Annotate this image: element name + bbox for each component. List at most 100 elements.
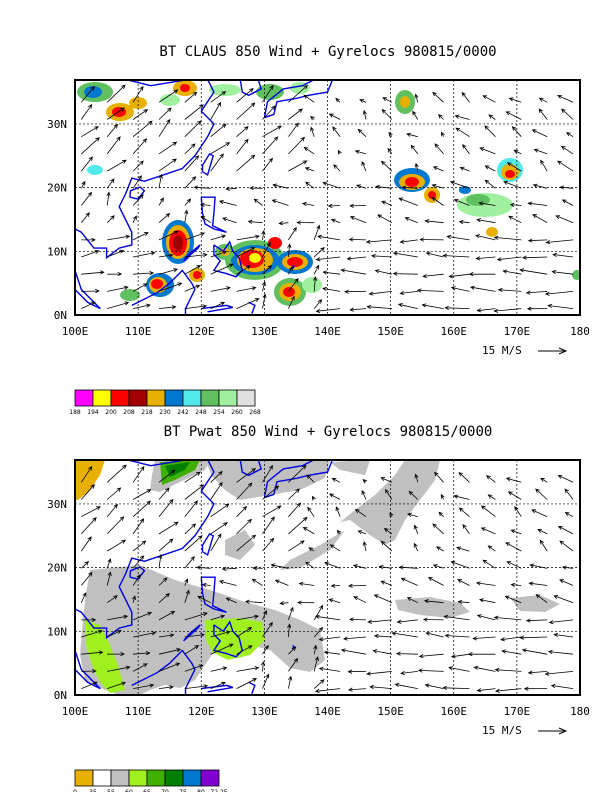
wind-arrow <box>540 159 548 172</box>
wind-arrow <box>236 645 253 655</box>
wind-arrow <box>391 631 418 638</box>
wind-arrow <box>472 636 496 641</box>
wind-arrow <box>521 648 548 655</box>
wind-arrow <box>304 167 315 172</box>
wind-arrow <box>566 132 574 138</box>
wind-arrow <box>557 475 574 483</box>
wind-arrow <box>306 474 315 483</box>
wind-arrow <box>236 265 251 275</box>
wind-arrow <box>384 488 393 500</box>
wind-arrow <box>561 199 574 206</box>
wind-arrow <box>158 230 179 241</box>
wind-arrow <box>132 663 148 672</box>
wind-arrow <box>353 596 367 604</box>
wind-arrow <box>184 633 206 638</box>
colorbar-swatch <box>92 389 112 407</box>
coastline <box>212 240 244 278</box>
colorbar-swatch <box>218 389 238 407</box>
wind-arrow <box>330 583 341 588</box>
wind-arrow <box>535 594 548 604</box>
wind-arrow <box>251 578 263 586</box>
wind-arrow <box>106 178 115 189</box>
wind-arrow <box>81 650 104 655</box>
lon-tick-label: 140E <box>314 325 341 338</box>
wind-arrow <box>413 524 419 535</box>
wind-arrow <box>158 592 170 603</box>
wind-arrow <box>564 512 574 518</box>
wind-arrow <box>392 251 418 258</box>
wind-arrow <box>184 252 208 258</box>
wind-arrow <box>467 652 496 657</box>
wind-arrow <box>80 536 92 552</box>
wind-arrow <box>287 623 292 638</box>
wind-arrow <box>349 216 367 224</box>
wind-arrow <box>476 614 496 621</box>
wind-arrow <box>132 85 144 103</box>
wind-arrow <box>303 146 315 155</box>
wind-arrow <box>475 234 496 241</box>
wind-arrow <box>158 282 183 292</box>
wind-arrow <box>288 122 299 137</box>
map-frame <box>74 459 581 696</box>
colorbar-label: 72.25 <box>210 789 227 792</box>
wind-arrow <box>394 682 418 689</box>
lat-tick-label: 0N <box>54 309 67 322</box>
coastline <box>201 152 215 176</box>
wind-arrow <box>348 237 367 242</box>
wind-arrow <box>315 308 341 314</box>
wind-arrow <box>218 200 237 206</box>
wind-arrow <box>184 612 208 621</box>
wind-arrow <box>313 644 318 655</box>
coastline <box>291 264 295 270</box>
wind-arrow <box>107 651 126 657</box>
wind-arrow <box>200 215 211 224</box>
wind-arrow <box>362 109 367 120</box>
wind-arrow <box>132 283 148 292</box>
wind-arrow <box>309 115 315 121</box>
wind-arrow <box>80 592 87 603</box>
wind-arrow <box>133 251 156 258</box>
wind-arrow <box>340 648 367 655</box>
coastline <box>75 460 215 640</box>
wind-arrow <box>236 468 257 483</box>
wind-arrow <box>333 164 341 172</box>
wind-arrow <box>80 465 93 483</box>
colorbar-swatch <box>164 389 184 407</box>
wind-arrow <box>473 665 496 672</box>
colorbar-swatch <box>146 389 166 407</box>
wind-arrow <box>184 265 202 275</box>
wind-arrow <box>301 201 315 207</box>
wind-arrow <box>262 105 276 120</box>
wind-arrow <box>501 649 522 655</box>
coastline <box>248 681 256 694</box>
wind-arrow <box>329 544 341 552</box>
wind-arrow <box>412 110 419 120</box>
wind-arrow <box>458 471 470 483</box>
wind-arrow <box>158 538 174 552</box>
wind-arrow <box>132 555 145 569</box>
wind-arrow <box>373 633 392 639</box>
wind-arrow <box>210 142 231 155</box>
wind-arrow <box>80 103 93 120</box>
wind-arrow <box>514 506 522 517</box>
wind-arrow <box>544 671 574 676</box>
wind-arrow <box>210 301 226 309</box>
wind-arrow <box>236 534 257 552</box>
wind-arrow <box>106 191 111 206</box>
wind-arrow <box>506 561 522 569</box>
colorbar-label: 268 <box>249 409 261 416</box>
wind-arrow <box>107 681 127 689</box>
colorbar: 0 35 55 60 65 70 75 80 72.25 <box>73 769 228 792</box>
wind-arrow <box>432 564 444 569</box>
coastline <box>201 532 215 556</box>
wind-arrow <box>158 685 174 690</box>
wind-arrow <box>107 285 129 292</box>
wind-arrow <box>288 540 305 552</box>
colorbar-label: 65 <box>143 789 151 792</box>
wind-arrow <box>201 582 211 587</box>
lat-tick-label: 30N <box>47 498 67 511</box>
wind-arrow <box>184 284 201 292</box>
wind-arrow <box>247 219 263 224</box>
wind-arrow <box>133 683 155 689</box>
wind-arrow <box>346 256 367 261</box>
